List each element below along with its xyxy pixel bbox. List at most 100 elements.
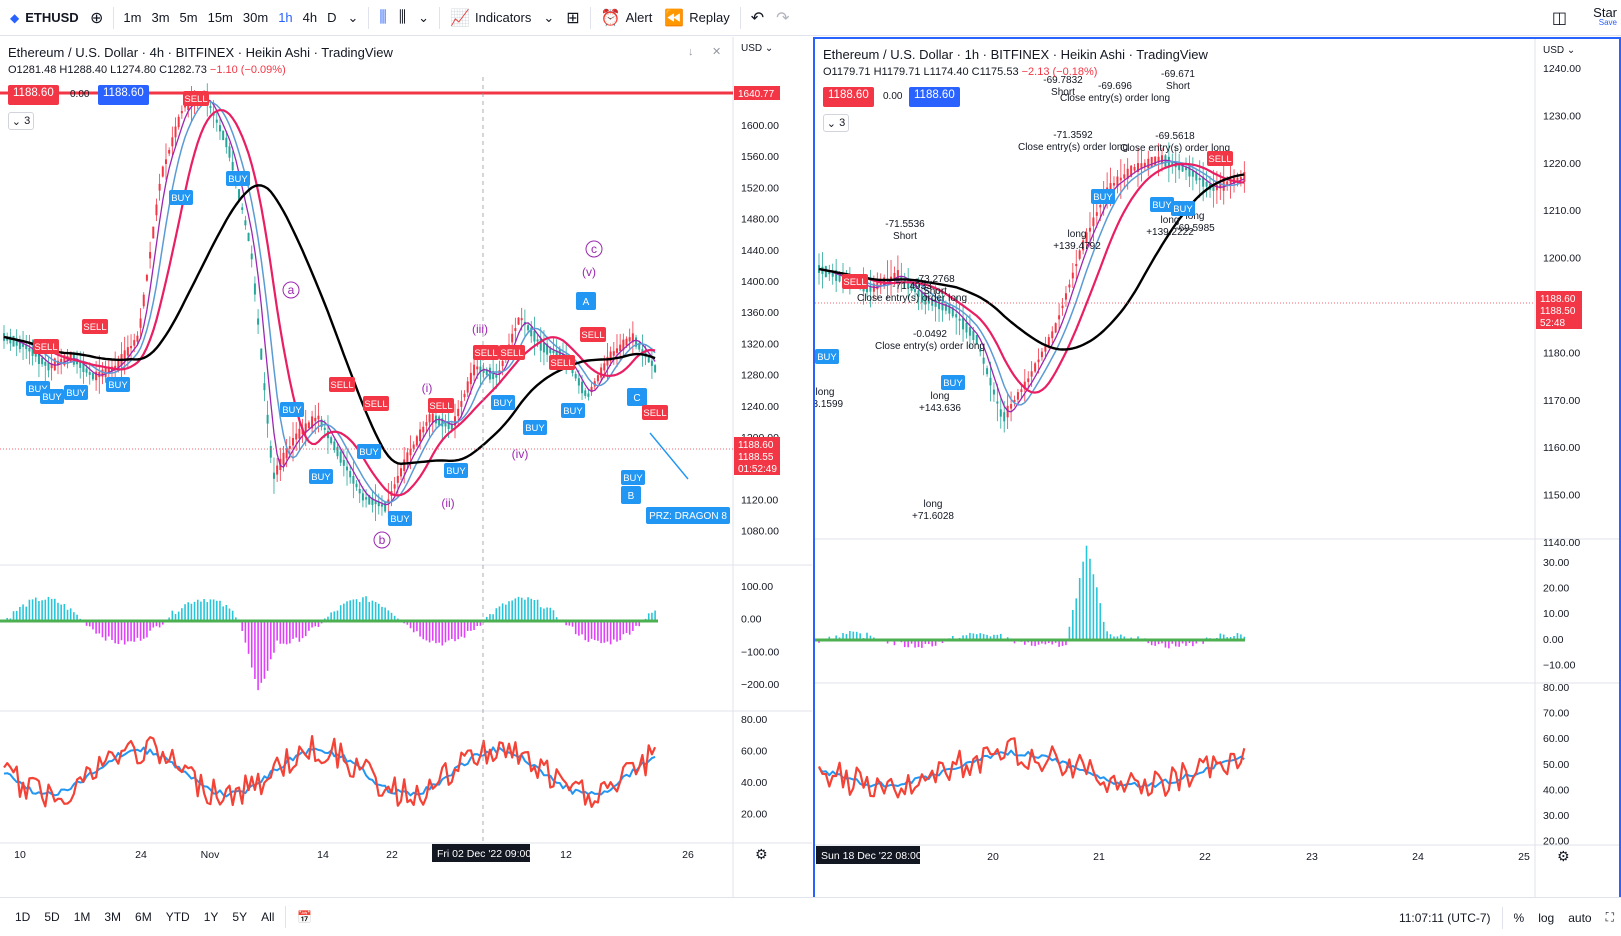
ohlc-low: L1274.80 — [110, 64, 157, 76]
candle-body — [276, 465, 279, 475]
candle-body — [466, 381, 469, 393]
ohlc-change: −2.13 (−0.18%) — [1021, 66, 1098, 78]
buy-price-pill[interactable]: 1188.60 — [909, 87, 960, 107]
candle-body — [384, 502, 387, 512]
interval-1h[interactable]: 1h — [278, 10, 293, 25]
range-3m[interactable]: 3M — [104, 910, 122, 924]
go-to-date-button[interactable]: 📅 — [290, 910, 319, 924]
symbol-search-button[interactable]: ◆ ETHUSD — [0, 0, 84, 36]
star-save-button[interactable]: Star Save — [1593, 6, 1617, 27]
candle-body — [917, 290, 920, 297]
bar-style-button[interactable]: ⫼ — [373, 0, 392, 36]
sell-price-pill[interactable]: 1188.60 — [8, 85, 59, 105]
rsi-tick-label: 40.00 — [1543, 784, 1569, 796]
candle-body — [1119, 177, 1122, 181]
interval-3m[interactable]: 3m — [151, 10, 170, 25]
fullscreen-button[interactable]: ⛶ — [1599, 910, 1621, 925]
candles-icon: ⫼ — [379, 8, 387, 26]
candle-body — [368, 495, 371, 505]
candle-body — [218, 125, 221, 132]
time-tick-label: 24 — [1412, 851, 1424, 863]
range-1y[interactable]: 1Y — [203, 910, 219, 924]
clock-timezone[interactable]: 11:07:11 (UTC-7) — [1398, 910, 1491, 925]
trade-annotation-note: +139.4792 — [1053, 241, 1101, 252]
buy-signal-box — [40, 389, 64, 404]
candle-body — [409, 449, 412, 456]
left-chart-pane[interactable]: USD ⌄ 1600.00 1560.00 1520.00 1480.00 1440.00… — [0, 37, 812, 897]
candle-body — [298, 428, 301, 439]
candle-body — [44, 361, 47, 366]
undo-button[interactable]: ↶ — [745, 0, 770, 36]
candle-body — [577, 378, 580, 386]
replay-button[interactable]: ⏪ Replay — [658, 0, 735, 36]
interval-1d[interactable]: D — [327, 10, 337, 25]
candle-body — [69, 351, 72, 363]
compare-symbol-button[interactable]: ⊕ — [84, 0, 109, 36]
redo-button[interactable]: ↷ — [770, 0, 795, 36]
candle-body — [622, 339, 625, 351]
sell-signal-label: SELL — [364, 399, 387, 410]
buy-price-pill[interactable]: 1188.60 — [98, 85, 149, 105]
candle-body — [126, 347, 129, 356]
candle-body — [530, 327, 533, 337]
log-scale-toggle[interactable]: log — [1538, 910, 1555, 925]
candle-body — [482, 368, 485, 373]
interval-30m[interactable]: 30m — [242, 10, 269, 25]
candle-body — [1030, 371, 1033, 377]
candle-body — [514, 328, 517, 332]
left-chart-canvas[interactable]: USD ⌄1600.001560.001520.001480.001440.00… — [0, 37, 812, 897]
layout-button[interactable]: ⊞ — [560, 0, 585, 36]
candle-body — [838, 272, 841, 282]
candle-body — [1013, 399, 1016, 403]
buy-signal-box — [357, 444, 381, 459]
interval-1m[interactable]: 1m — [123, 10, 142, 25]
candle-body — [355, 483, 358, 488]
candle-body — [1195, 172, 1198, 181]
sell-price-pill[interactable]: 1188.60 — [823, 87, 874, 107]
auto-scale-toggle[interactable]: auto — [1568, 910, 1592, 925]
heikin-ashi-button[interactable]: ⫼ — [393, 0, 412, 36]
candle-body — [358, 488, 361, 494]
indicators-button[interactable]: 📈 Indicators — [444, 0, 537, 36]
candle-body — [339, 451, 342, 463]
alert-button[interactable]: ⏰ Alert — [595, 0, 659, 36]
range-ytd[interactable]: YTD — [165, 910, 190, 924]
candle-body — [979, 348, 982, 352]
wave-label: (i) — [422, 381, 433, 395]
countdown-tag: 52:48 — [1540, 318, 1565, 329]
percent-scale-toggle[interactable]: % — [1513, 910, 1525, 925]
trade-annotation-value: -73.2768 — [915, 274, 955, 285]
right-chart-pane[interactable]: USD ⌄ 1240.00 1230.00 1220.00 1210.00 1200.00… — [813, 37, 1621, 899]
chart-type-dropdown[interactable]: ⌄ — [412, 0, 435, 36]
candle-body — [180, 110, 183, 114]
top-toolbar: ◆ ETHUSD ⊕ 1m 3m 5m 15m 30m 1h 4h D ⌄ ⫼ ⫼… — [0, 0, 1621, 36]
candle-body — [361, 493, 364, 501]
range-1d[interactable]: 1D — [15, 910, 31, 924]
right-chart-canvas[interactable]: USD ⌄ 1240.00 1230.00 1220.00 1210.00 1200.00… — [815, 39, 1619, 899]
layout-split-button[interactable]: ◫ — [1546, 0, 1573, 36]
range-6m[interactable]: 6M — [135, 910, 152, 924]
buy-signal-label: BUY — [42, 392, 62, 403]
indicators-collapse-button[interactable]: ⌄ 3 — [823, 114, 849, 132]
buy-signal-box — [169, 190, 193, 205]
wave-label-circle — [282, 281, 300, 299]
alarm-clock-icon: ⏰ — [600, 9, 621, 27]
indicators-collapse-button[interactable]: ⌄ 3 — [8, 112, 34, 130]
ohlc-low: L1174.40 — [923, 66, 969, 78]
interval-15m[interactable]: 15m — [207, 10, 233, 25]
interval-dropdown[interactable]: ⌄ — [342, 0, 365, 36]
crosshair-time-label: Fri 02 Dec '22 09:00 — [437, 848, 531, 860]
interval-5m[interactable]: 5m — [179, 10, 198, 25]
divider — [285, 906, 287, 928]
candle-body — [625, 338, 628, 346]
range-5d[interactable]: 5D — [44, 910, 60, 924]
sell-signal-label: SELL — [500, 348, 523, 359]
indicator-templates-dropdown[interactable]: ⌄ — [537, 0, 560, 36]
interval-4h[interactable]: 4h — [302, 10, 318, 25]
candle-body — [542, 342, 545, 353]
range-1m[interactable]: 1M — [73, 910, 91, 924]
range-5y[interactable]: 5Y — [232, 910, 248, 924]
candle-body — [225, 137, 228, 148]
candle-body — [346, 466, 349, 471]
range-all[interactable]: All — [261, 910, 275, 924]
